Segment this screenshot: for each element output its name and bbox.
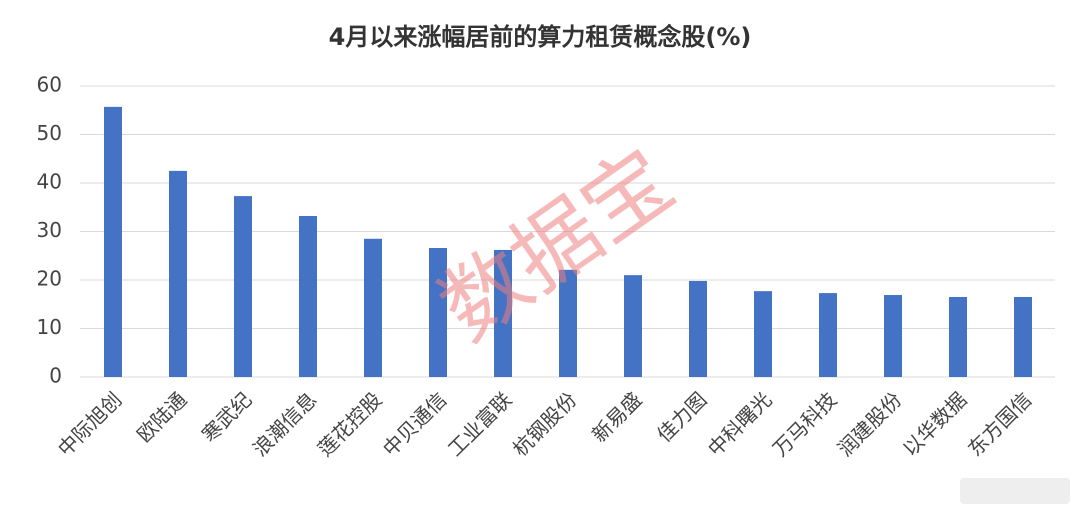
bar	[234, 196, 252, 377]
share-icon	[960, 478, 1070, 504]
bar	[1014, 296, 1032, 377]
x-tick-label: 新易盛	[587, 387, 646, 446]
x-tick-label: 浪潮信息	[248, 387, 322, 461]
x-tick-label: 杭钢股份	[508, 387, 582, 461]
x-tick-label: 中贝通信	[378, 387, 452, 461]
chart-title: 4月以来涨幅居前的算力租赁概念股(%)	[329, 23, 752, 51]
y-tick-label: 40	[37, 170, 62, 194]
x-tick-label: 佳力图	[652, 387, 711, 446]
y-tick-label: 10	[37, 315, 62, 339]
x-tick-label: 中际旭创	[53, 387, 127, 461]
x-tick-label: 万马科技	[768, 387, 842, 461]
x-tick-label: 东方国信	[963, 387, 1037, 461]
bar	[104, 106, 122, 377]
bar	[429, 247, 447, 377]
bar	[559, 269, 577, 377]
x-tick-label: 欧陆通	[132, 387, 191, 446]
bar	[364, 238, 382, 377]
watermark: 数据宝	[422, 130, 691, 360]
y-tick-label: 30	[37, 218, 62, 242]
bar	[754, 291, 772, 377]
x-tick-label: 以华数据	[898, 387, 972, 461]
x-tick-label: 工业富联	[443, 387, 517, 461]
bar	[169, 170, 187, 377]
x-tick-label: 中科曙光	[703, 387, 777, 461]
bar	[819, 293, 837, 377]
y-tick-label: 20	[37, 267, 62, 291]
bar	[949, 296, 967, 377]
y-tick-label: 60	[37, 73, 62, 97]
x-tick-label: 寒武纪	[197, 387, 256, 446]
bar	[884, 295, 902, 377]
bar	[689, 280, 707, 377]
bar	[494, 249, 512, 377]
y-tick-label: 0	[49, 364, 62, 388]
x-tick-label: 润建股份	[833, 387, 907, 461]
bar	[299, 215, 317, 377]
x-tick-label: 莲花控股	[313, 387, 387, 461]
bar	[624, 275, 642, 377]
y-tick-label: 50	[37, 121, 62, 145]
